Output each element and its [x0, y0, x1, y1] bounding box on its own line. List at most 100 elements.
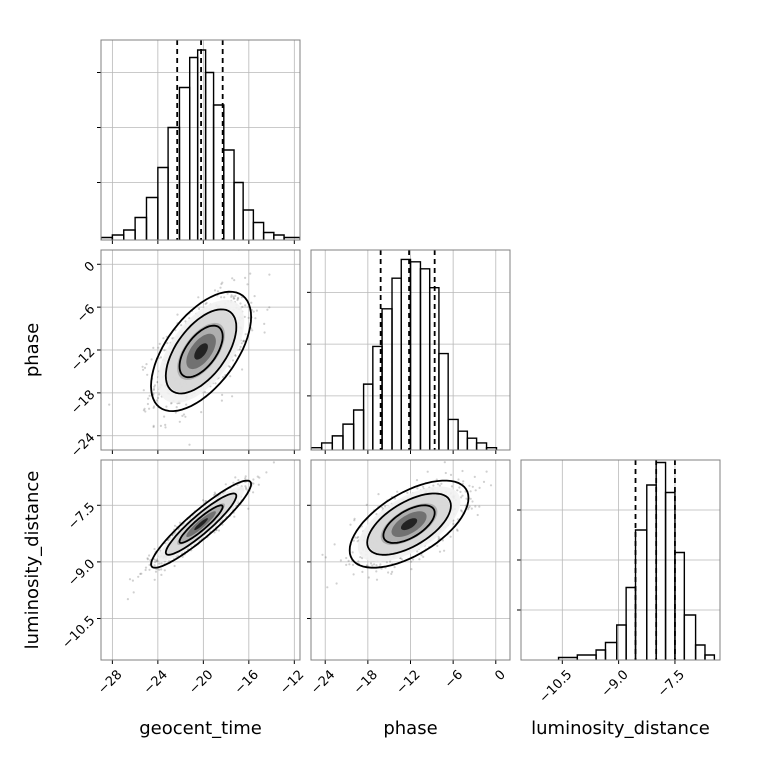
- scatter-point: [396, 490, 399, 493]
- scatter-point: [155, 559, 159, 562]
- hist-bin: [381, 308, 393, 450]
- contour-line: [178, 324, 224, 379]
- scatter-point: [253, 295, 256, 298]
- scatter-point: [152, 406, 155, 409]
- scatter-point: [229, 375, 232, 378]
- y-tick-label: −10.5: [60, 613, 99, 652]
- scatter-point: [460, 509, 463, 512]
- density-level: [194, 518, 208, 531]
- scatter-point: [227, 365, 230, 368]
- scatter-point: [450, 485, 453, 488]
- x-tick-label: −12: [277, 667, 307, 697]
- y-axis-label-luminosity_distance: luminosity_distance: [22, 471, 43, 650]
- scatter-point: [148, 394, 151, 397]
- scatter-point: [158, 568, 161, 571]
- contour-line: [150, 479, 253, 569]
- scatter-point: [147, 397, 150, 400]
- scatter-point: [213, 531, 216, 534]
- scatter-panel-luminosity_distance-vs-phase: −24 −18 −12 −6 0 phase: [307, 459, 511, 739]
- scatter-point: [443, 549, 446, 552]
- scatter-point: [165, 405, 168, 408]
- scatter-point: [185, 403, 188, 406]
- hist-bin: [252, 221, 265, 240]
- hist-bin: [134, 216, 148, 240]
- scatter-point: [406, 491, 409, 494]
- scatter-point: [251, 329, 254, 332]
- hist-bin: [683, 614, 697, 660]
- scatter-point: [459, 490, 462, 493]
- scatter-point: [268, 273, 271, 276]
- scatter-point: [205, 301, 208, 305]
- scatter-point: [160, 568, 163, 571]
- scatter-point: [418, 558, 421, 561]
- scatter-point: [461, 494, 464, 497]
- hist-bin: [485, 446, 498, 450]
- scatter-point: [457, 478, 460, 481]
- scatter-point: [240, 342, 243, 345]
- scatter-point: [416, 487, 419, 490]
- scatter-point: [365, 503, 368, 506]
- scatter-point: [458, 486, 461, 489]
- scatter-point: [142, 368, 145, 371]
- scatter-point: [356, 536, 359, 540]
- hist-panel-geocent_time: [97, 39, 301, 244]
- scatter-point: [178, 420, 181, 423]
- scatter-point: [143, 407, 146, 410]
- scatter-point: [152, 387, 156, 390]
- scatter-point: [166, 342, 169, 345]
- scatter-point: [158, 562, 161, 565]
- scatter-point: [231, 395, 234, 398]
- scatter-point: [150, 358, 153, 361]
- scatter-point: [153, 564, 156, 567]
- scatter-point: [456, 528, 459, 531]
- scatter-point: [438, 484, 441, 487]
- scatter-point: [237, 296, 240, 299]
- hist-bin: [646, 484, 657, 660]
- scatter-point: [352, 573, 355, 576]
- scatter-point: [244, 477, 247, 480]
- scatter-point: [420, 554, 423, 557]
- hist-bin: [157, 166, 169, 240]
- scatter-point: [154, 570, 158, 573]
- scatter-point: [157, 346, 160, 349]
- scatter-point: [131, 579, 134, 582]
- scatter-point: [438, 550, 442, 553]
- scatter-point: [375, 570, 378, 573]
- scatter-point: [175, 406, 178, 409]
- hist-bin: [352, 409, 365, 450]
- scatter-point: [170, 402, 173, 405]
- scatter-point: [233, 515, 236, 518]
- scatter-point: [214, 382, 217, 385]
- scatter-panel-luminosity_distance-vs-geocent_time: −10.5 −9.0 −7.5 −28 −24 −20 −16 −12 geocent_time…: [22, 459, 307, 739]
- contour-line: [150, 290, 253, 413]
- scatter-point: [345, 556, 348, 560]
- scatter-point: [393, 566, 396, 569]
- scatter-point: [244, 486, 248, 489]
- scatter-point: [390, 572, 393, 576]
- hist-bin: [233, 181, 244, 240]
- scatter-point: [474, 505, 477, 508]
- scatter-point: [244, 276, 247, 279]
- scatter-point: [152, 425, 155, 429]
- hist-bin: [409, 261, 422, 450]
- scatter-point: [391, 570, 394, 574]
- hist-bin: [664, 491, 676, 660]
- scatter-point: [213, 491, 216, 494]
- scatter-point: [182, 413, 186, 416]
- scatter-point: [371, 564, 374, 567]
- scatter-point: [389, 560, 392, 563]
- scatter-point: [249, 272, 252, 275]
- scatter-point: [244, 333, 247, 336]
- scatter-point: [146, 373, 149, 376]
- scatter-point: [148, 568, 151, 571]
- scatter-point: [233, 297, 236, 300]
- scatter-point: [234, 354, 237, 357]
- scatter-point: [456, 518, 459, 521]
- scatter-point: [173, 524, 177, 527]
- scatter-point: [148, 554, 151, 557]
- scatter-point: [152, 346, 155, 349]
- scatter-point: [436, 483, 440, 486]
- scatter-point: [252, 310, 255, 313]
- y-tick-label: −24: [68, 430, 98, 460]
